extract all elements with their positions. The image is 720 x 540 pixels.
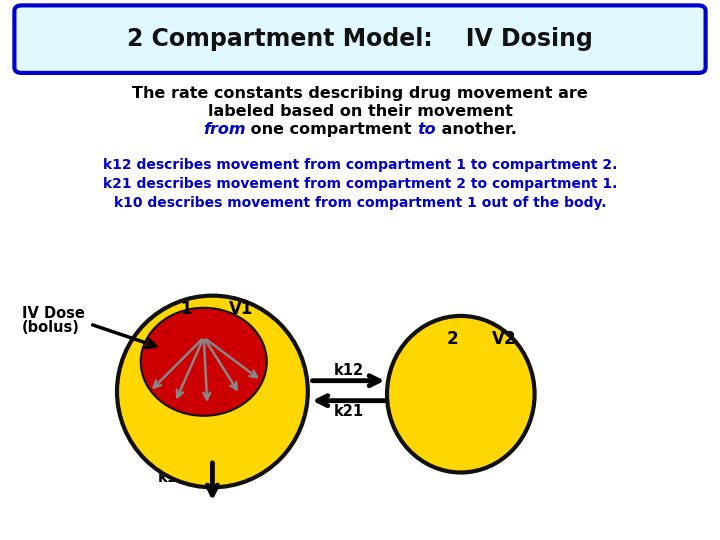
Text: IV Dose: IV Dose	[22, 306, 84, 321]
Text: 2 Compartment Model:    IV Dosing: 2 Compartment Model: IV Dosing	[127, 27, 593, 51]
Ellipse shape	[387, 316, 534, 472]
Text: V2: V2	[492, 329, 516, 348]
Ellipse shape	[141, 308, 266, 416]
Text: to: to	[418, 122, 436, 137]
Text: k10 describes movement from compartment 1 out of the body.: k10 describes movement from compartment …	[114, 195, 606, 210]
Text: 2: 2	[446, 329, 458, 348]
Ellipse shape	[117, 295, 307, 487]
Text: The rate constants describing drug movement are: The rate constants describing drug movem…	[132, 86, 588, 102]
Text: k21: k21	[333, 404, 364, 419]
Text: (bolus): (bolus)	[22, 320, 79, 335]
FancyBboxPatch shape	[14, 5, 706, 73]
Text: k12: k12	[333, 363, 364, 379]
Text: k10: k10	[158, 470, 188, 485]
Text: k12 describes movement from compartment 1 to compartment 2.: k12 describes movement from compartment …	[103, 158, 617, 172]
Text: from: from	[203, 122, 246, 137]
Text: k21 describes movement from compartment 2 to compartment 1.: k21 describes movement from compartment …	[103, 177, 617, 191]
Text: V1: V1	[229, 300, 253, 319]
Text: 1: 1	[180, 300, 192, 318]
Text: labeled based on their movement: labeled based on their movement	[207, 104, 513, 119]
Text: one compartment: one compartment	[246, 122, 418, 137]
Text: another.: another.	[436, 122, 517, 137]
